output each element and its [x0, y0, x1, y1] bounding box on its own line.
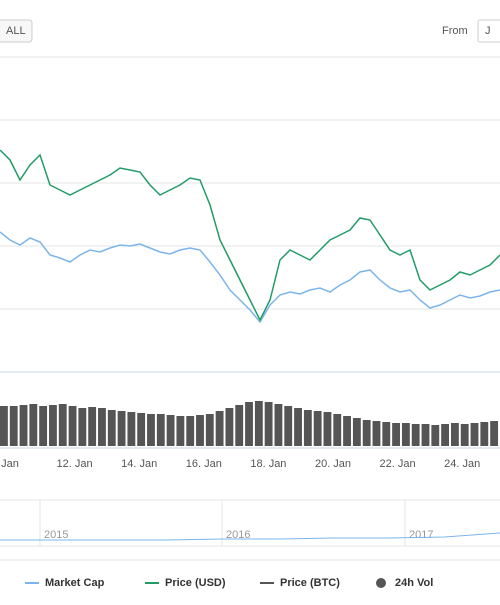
volume-bar — [29, 404, 38, 446]
volume-bar — [480, 422, 489, 446]
volume-bar — [78, 408, 87, 446]
x-tick-label: Jan — [1, 458, 19, 470]
volume-bar — [107, 410, 116, 446]
x-tick-label: 14. Jan — [121, 458, 157, 470]
volume-bar — [205, 414, 214, 446]
volume-bar — [88, 407, 97, 446]
x-tick-label: 18. Jan — [250, 458, 286, 470]
volume-bar — [68, 406, 77, 446]
legend-label[interactable]: Price (BTC) — [280, 577, 340, 589]
navigator-label: 2015 — [44, 529, 68, 541]
navigator-label: 2016 — [226, 529, 250, 541]
legend-label[interactable]: Market Cap — [45, 577, 105, 589]
volume-bar — [431, 425, 440, 446]
volume-bar — [156, 414, 165, 446]
volume-bar — [343, 416, 351, 446]
volume-bar — [245, 402, 253, 446]
volume-bar — [0, 406, 8, 446]
volume-bar — [313, 411, 322, 446]
from-input-text[interactable]: J — [485, 25, 491, 37]
volume-bar — [19, 405, 28, 446]
volume-bar — [411, 424, 420, 446]
volume-bar — [470, 423, 479, 446]
volume-bar — [284, 406, 293, 446]
volume-bar — [450, 423, 459, 446]
volume-bar — [392, 423, 400, 446]
x-tick-label: 22. Jan — [380, 458, 416, 470]
legend-label[interactable]: 24h Vol — [395, 577, 433, 589]
navigator-label: 2017 — [409, 529, 433, 541]
volume-bar — [303, 410, 312, 446]
volume-bar — [186, 416, 195, 446]
volume-bar — [127, 412, 136, 446]
x-tick-label: 20. Jan — [315, 458, 351, 470]
volume-bar — [382, 422, 391, 446]
x-tick-label: 12. Jan — [57, 458, 93, 470]
x-tick-label: 16. Jan — [186, 458, 222, 470]
volume-bar — [147, 414, 155, 446]
volume-bar — [39, 406, 48, 446]
volume-bar — [490, 421, 499, 446]
volume-bar — [235, 405, 244, 446]
volume-bar — [294, 408, 302, 446]
volume-bar — [362, 420, 371, 446]
navigator — [0, 499, 500, 547]
series-line — [0, 231, 500, 324]
range-button[interactable] — [0, 19, 33, 43]
volume-bar — [176, 416, 185, 446]
legend-label[interactable]: Price (USD) — [165, 577, 226, 589]
volume-bar — [323, 412, 332, 446]
volume-bar — [274, 404, 283, 446]
volume-bar — [98, 408, 106, 446]
from-input[interactable] — [477, 19, 500, 43]
volume-bar — [137, 413, 146, 446]
volume-bar — [333, 414, 342, 446]
range-button-label[interactable]: ALL — [6, 25, 26, 37]
volume-bar — [225, 408, 234, 446]
volume-bar — [264, 402, 273, 446]
volume-bar — [352, 418, 361, 446]
volume-bar — [401, 423, 410, 446]
volume-bar — [421, 424, 430, 446]
volume-bar — [196, 415, 204, 446]
legend-symbol — [376, 578, 386, 588]
series-line — [0, 149, 500, 322]
volume-bar — [460, 424, 469, 446]
volume-bar — [58, 404, 67, 446]
volume-bar — [49, 405, 57, 446]
volume-bar — [9, 406, 18, 446]
volume-bar — [117, 411, 126, 446]
volume-bar — [166, 415, 175, 446]
volume-bar — [254, 401, 263, 446]
x-tick-label: 24. Jan — [444, 458, 480, 470]
volume-bar — [372, 421, 381, 446]
volume-bar — [441, 424, 450, 446]
navigator-line — [0, 532, 500, 541]
volume-bar — [215, 411, 224, 446]
from-label: From — [442, 25, 468, 37]
